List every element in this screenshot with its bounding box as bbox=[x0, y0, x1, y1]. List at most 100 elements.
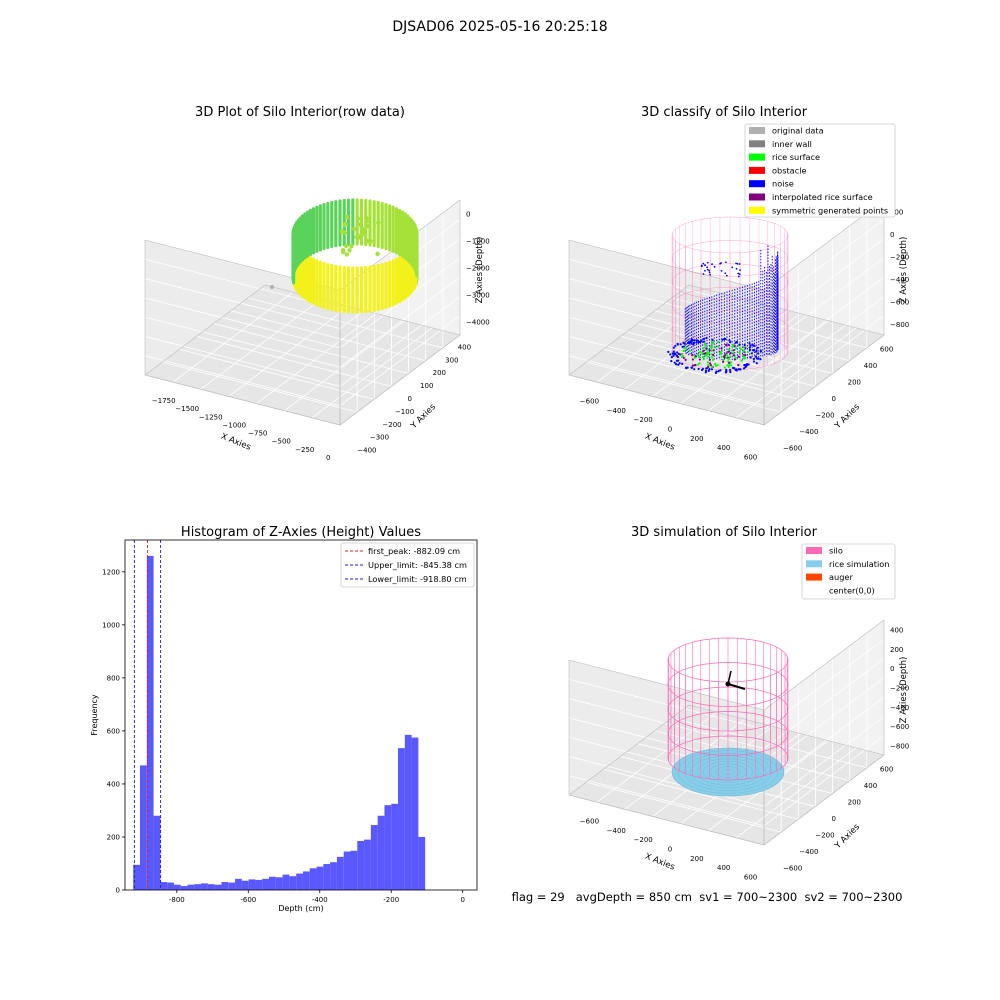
grid-line bbox=[735, 327, 857, 419]
silo-ring bbox=[667, 686, 789, 732]
y-tick-label: −200 bbox=[815, 412, 834, 420]
y-tick-label: 200 bbox=[848, 378, 861, 386]
classified-point bbox=[717, 340, 720, 343]
classified-point bbox=[749, 344, 752, 347]
x-tick-label: -200 bbox=[383, 896, 399, 904]
z-tick-label: −1000 bbox=[466, 238, 490, 246]
noise-point bbox=[711, 263, 713, 266]
classified-point bbox=[681, 362, 684, 365]
classified-point bbox=[684, 358, 687, 362]
histogram-bar bbox=[167, 882, 174, 890]
legend-label: noise bbox=[772, 179, 794, 189]
data-point bbox=[361, 228, 367, 234]
classified-point bbox=[735, 368, 738, 371]
classified-point bbox=[708, 349, 711, 352]
classified-point bbox=[754, 355, 758, 358]
classified-point bbox=[742, 346, 746, 349]
legend: silo rice simulation auger center(0,0) bbox=[801, 543, 896, 600]
legend-label: center(0,0) bbox=[829, 585, 875, 595]
legend-swatch bbox=[806, 573, 822, 581]
classified-point bbox=[728, 361, 731, 365]
classified-point bbox=[702, 340, 705, 343]
grid-line bbox=[339, 315, 461, 407]
x-tick-label: -800 bbox=[169, 896, 185, 904]
histogram-bar bbox=[221, 882, 229, 890]
z-tick-label: −200 bbox=[890, 253, 909, 261]
data-point bbox=[355, 216, 361, 221]
classified-point bbox=[722, 358, 725, 362]
legend-label: silo bbox=[829, 546, 843, 556]
classified-point bbox=[712, 353, 715, 357]
classified-point bbox=[727, 357, 730, 360]
classified-point bbox=[690, 366, 694, 369]
classified-point bbox=[702, 349, 705, 352]
classified-point bbox=[732, 349, 735, 352]
data-point bbox=[356, 222, 362, 227]
classified-point bbox=[729, 370, 732, 374]
pane-floor bbox=[145, 285, 460, 425]
classified-point bbox=[701, 368, 704, 372]
histogram-bar bbox=[140, 765, 147, 890]
classified-point bbox=[710, 368, 714, 371]
classified-point bbox=[669, 353, 672, 356]
data-point bbox=[364, 215, 369, 221]
classified-point bbox=[725, 353, 728, 357]
classified-point bbox=[702, 355, 705, 358]
grid-line bbox=[339, 296, 461, 387]
noise-point bbox=[739, 269, 741, 272]
legend-frame bbox=[801, 543, 896, 600]
classified-point bbox=[710, 365, 714, 369]
data-point bbox=[343, 243, 349, 249]
grid-line bbox=[596, 291, 718, 383]
histogram-bar bbox=[153, 815, 161, 890]
z-axis-label: Z Axies (Depth) bbox=[899, 657, 909, 724]
grid-line bbox=[568, 355, 765, 407]
classified-point bbox=[725, 368, 728, 371]
y-tick-label: 0 bbox=[832, 815, 836, 823]
classified-point bbox=[701, 352, 704, 355]
classified-point bbox=[674, 363, 678, 366]
noise-point bbox=[719, 262, 721, 265]
legend-swatch bbox=[749, 153, 765, 161]
x-tick-label: −600 bbox=[580, 398, 599, 406]
noise-point bbox=[735, 262, 737, 265]
panel-simulation-3d: 3D simulation of Silo Interior −600 −400 −2… bbox=[568, 525, 909, 881]
histogram-bar bbox=[146, 555, 154, 890]
grid-line bbox=[763, 238, 885, 329]
grid-line bbox=[568, 336, 765, 387]
grid-line bbox=[339, 276, 461, 368]
classified-point bbox=[672, 354, 675, 357]
data-point bbox=[343, 221, 348, 227]
grid-line bbox=[256, 313, 377, 404]
x-tick-label: −200 bbox=[634, 836, 653, 844]
classified-point bbox=[727, 343, 730, 346]
y-tick-label: 200 bbox=[107, 833, 120, 841]
classified-point bbox=[702, 358, 705, 361]
classified-point bbox=[676, 351, 679, 354]
classified-point bbox=[696, 353, 700, 356]
classified-point bbox=[759, 358, 762, 361]
noise-point bbox=[704, 264, 706, 267]
histogram-bar bbox=[180, 886, 188, 890]
z-tick-label: −400 bbox=[890, 276, 909, 284]
x-tick-label: −1750 bbox=[152, 397, 176, 405]
grid-line bbox=[172, 291, 294, 383]
classified-point bbox=[694, 363, 697, 367]
grid-line bbox=[568, 698, 765, 749]
classified-point bbox=[738, 351, 741, 354]
histogram-bar bbox=[201, 883, 208, 890]
x-tick-label: 400 bbox=[717, 444, 730, 452]
classified-point bbox=[702, 347, 705, 350]
classified-point bbox=[742, 349, 745, 352]
x-tick-label: 200 bbox=[690, 435, 703, 443]
classified-point bbox=[670, 356, 673, 359]
noise-point bbox=[737, 272, 740, 275]
classified-point bbox=[699, 340, 702, 343]
classified-point bbox=[670, 360, 673, 363]
x-tick-label: −750 bbox=[248, 430, 267, 438]
z-tick-label: −200 bbox=[890, 685, 909, 693]
legend-swatch bbox=[806, 547, 822, 554]
histogram-bar bbox=[418, 836, 426, 890]
classified-point bbox=[724, 370, 728, 374]
classified-point bbox=[731, 343, 735, 346]
